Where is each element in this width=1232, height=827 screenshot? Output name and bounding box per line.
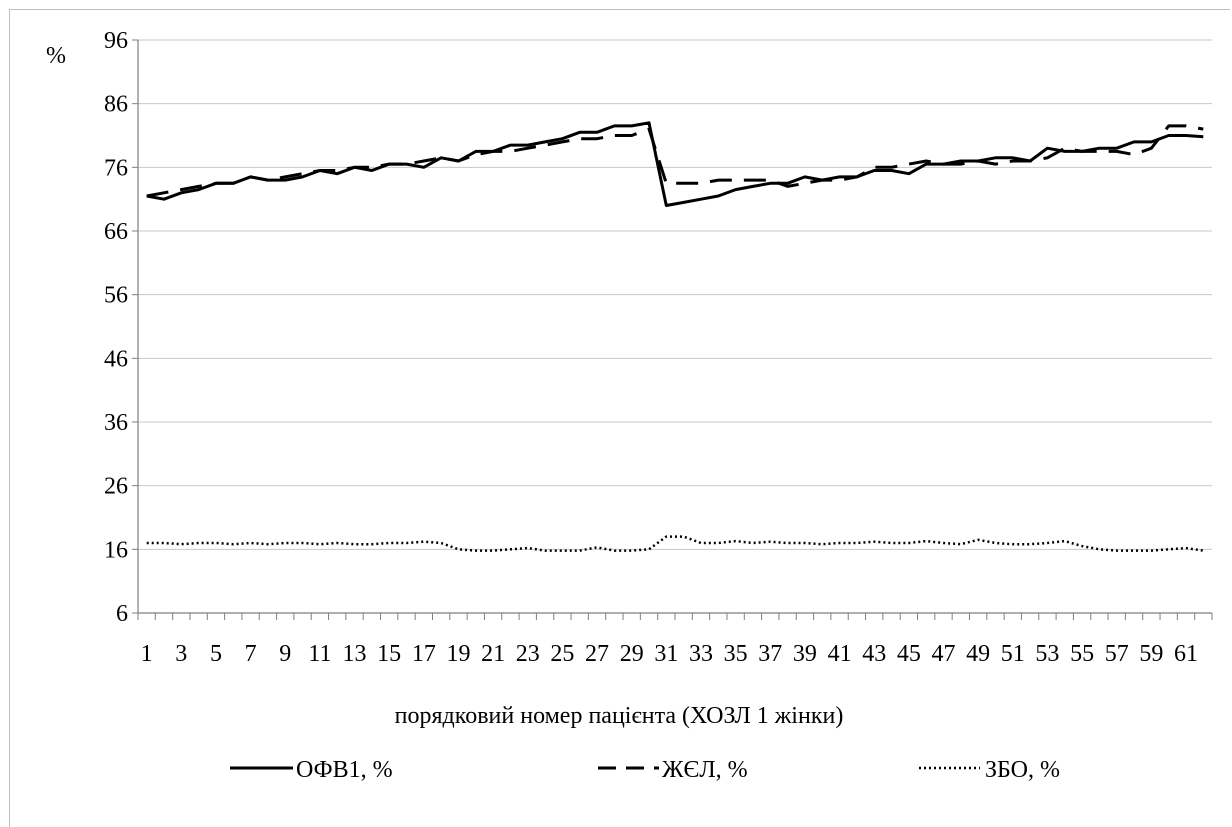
x-tick-label: 17 xyxy=(412,641,436,667)
y-tick-label: 86 xyxy=(104,92,128,118)
legend-label-ofv1: ОФВ1, % xyxy=(296,757,393,783)
x-tick-label: 55 xyxy=(1070,641,1094,667)
legend-label-zbo: ЗБО, % xyxy=(985,757,1060,783)
series-lines xyxy=(146,121,1204,552)
x-tick-label: 29 xyxy=(620,641,644,667)
x-axis-tick-labels: 1 3 5 7 9 11 13 15 17 19 21 23 25 27 29 31 33 35 37 39 41 43 4… xyxy=(141,641,1198,667)
x-tick-label: 49 xyxy=(966,641,990,667)
x-tick-label: 3 xyxy=(175,641,187,667)
x-tick-label: 5 xyxy=(210,641,222,667)
y-tick-label: 66 xyxy=(104,219,128,245)
y-tick-label: 76 xyxy=(104,155,128,181)
x-tick-label: 19 xyxy=(446,641,470,667)
chart-frame xyxy=(9,9,1230,827)
x-tick-label: 25 xyxy=(550,641,574,667)
x-tick-label: 43 xyxy=(862,641,886,667)
y-tick-label: 56 xyxy=(104,283,128,309)
axes xyxy=(132,39,1213,620)
y-tick-label: 26 xyxy=(104,474,128,500)
x-tick-label: 21 xyxy=(481,641,505,667)
y-tick-label: 36 xyxy=(104,410,128,436)
x-tick-label: 53 xyxy=(1035,641,1059,667)
x-tick-label: 27 xyxy=(585,641,609,667)
x-tick-label: 45 xyxy=(897,641,921,667)
y-tick-label: 46 xyxy=(104,346,128,372)
x-tick-label: 1 xyxy=(141,641,153,667)
x-tick-label: 61 xyxy=(1174,641,1198,667)
legend: ОФВ1, % ЖЄЛ, % ЗБО, % xyxy=(230,757,1060,783)
series-line-zbo xyxy=(146,535,1204,552)
x-tick-label: 37 xyxy=(758,641,782,667)
x-tick-label: 47 xyxy=(932,641,956,667)
x-tick-label: 15 xyxy=(377,641,401,667)
x-tick-label: 9 xyxy=(279,641,291,667)
x-tick-label: 51 xyxy=(1001,641,1025,667)
x-tick-label: 35 xyxy=(724,641,748,667)
x-tick-label: 57 xyxy=(1105,641,1129,667)
series-line-ofv1 xyxy=(146,121,1204,207)
x-tick-label: 23 xyxy=(516,641,540,667)
grid-lines xyxy=(138,39,1212,550)
legend-label-zhel: ЖЄЛ, % xyxy=(662,757,748,783)
series-line-zhel xyxy=(146,124,1204,198)
x-tick-label: 41 xyxy=(828,641,852,667)
y-tick-label: 96 xyxy=(104,28,128,54)
x-tick-label: 11 xyxy=(308,641,331,667)
x-axis-label: порядковий номер пацієнта (ХОЗЛ 1 жінки) xyxy=(395,703,844,729)
x-tick-label: 33 xyxy=(689,641,713,667)
x-tick-label: 59 xyxy=(1139,641,1163,667)
x-tick-label: 7 xyxy=(245,641,257,667)
y-tick-label: 6 xyxy=(116,601,128,627)
x-tick-label: 31 xyxy=(654,641,678,667)
y-tick-label: 16 xyxy=(104,537,128,563)
x-tick-label: 13 xyxy=(343,641,367,667)
x-tick-label: 39 xyxy=(793,641,817,667)
y-axis-tick-labels: 6 16 26 36 46 56 66 76 86 96 xyxy=(104,28,128,627)
y-axis-label: % xyxy=(46,43,66,69)
